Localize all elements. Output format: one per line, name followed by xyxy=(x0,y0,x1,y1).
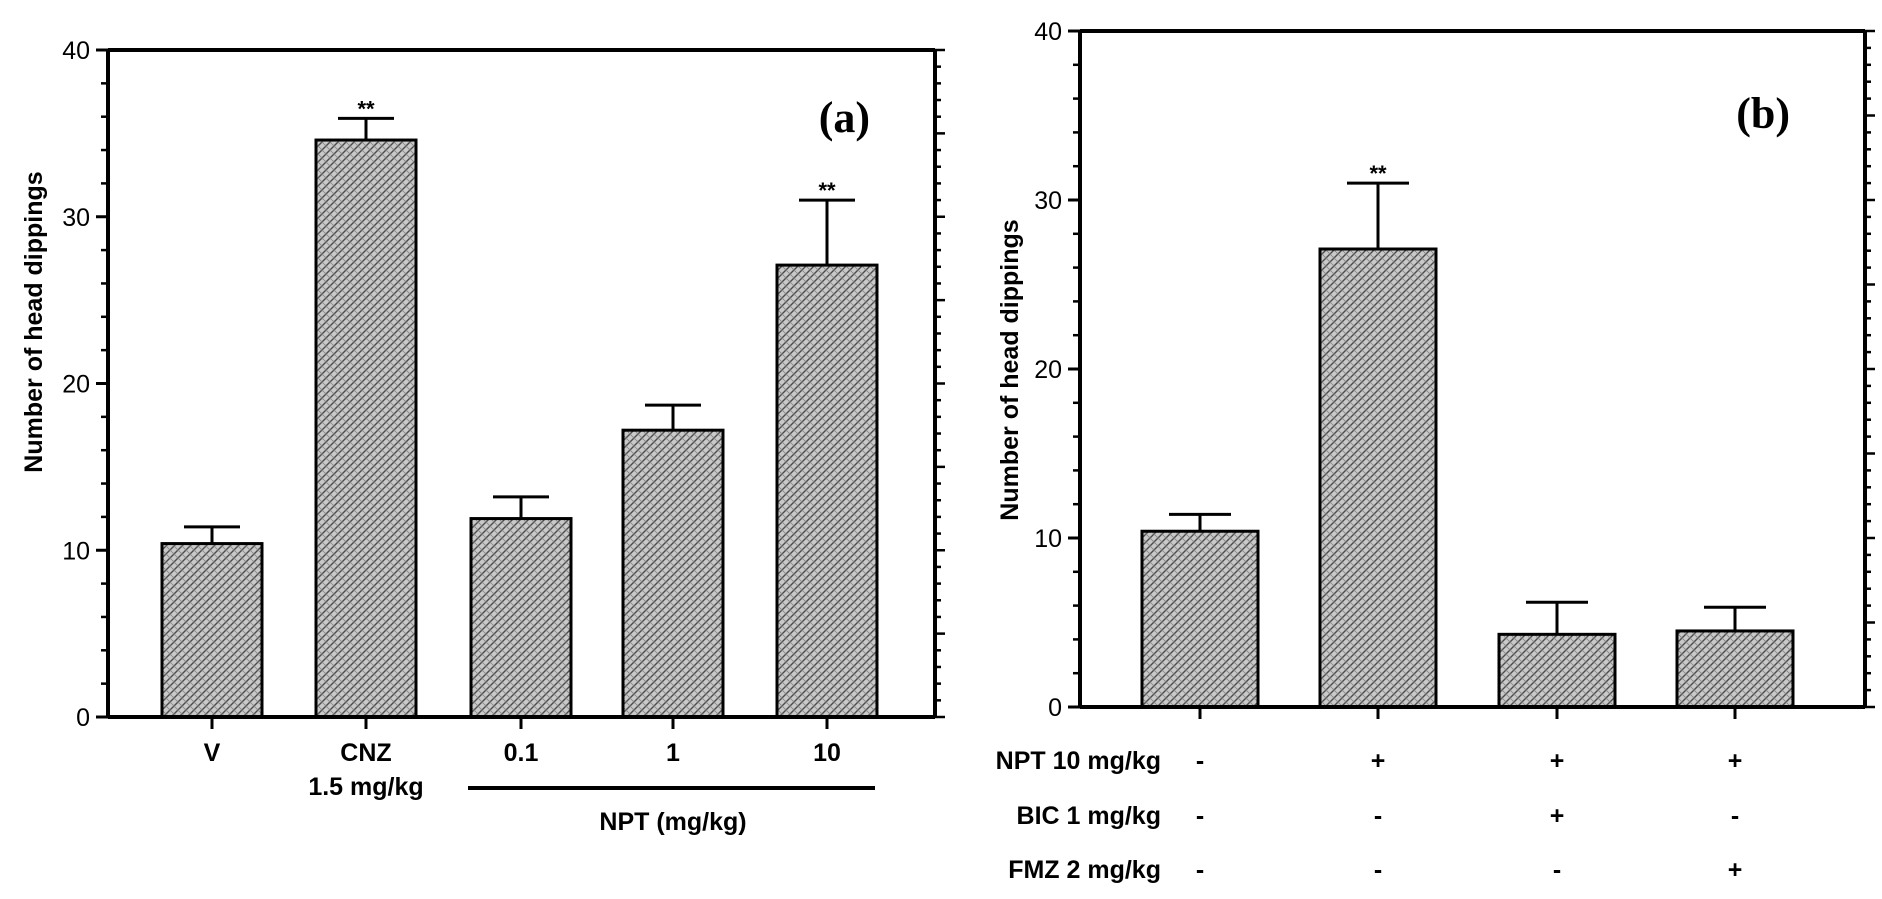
x-tick-label: 10 xyxy=(813,739,841,767)
y-tick-label: 40 xyxy=(62,37,90,65)
treatment-sign: + xyxy=(1728,856,1743,884)
x-tick-label: CNZ xyxy=(340,739,391,767)
significance-marks: ** xyxy=(1369,161,1387,186)
treatment-sign: - xyxy=(1196,856,1204,884)
significance-label: ** xyxy=(818,178,836,203)
treatment-sign: + xyxy=(1371,747,1386,775)
y-tick-label: 40 xyxy=(1034,18,1062,46)
treatment-sign: - xyxy=(1374,802,1382,830)
bar xyxy=(1318,247,1438,709)
y-tick-label: 30 xyxy=(1034,187,1062,215)
significance-label: ** xyxy=(1369,161,1387,186)
bar xyxy=(314,138,418,719)
bars xyxy=(160,138,879,719)
bar xyxy=(160,542,264,719)
y-axis-label: Number of head dippings xyxy=(996,219,1024,520)
treatment-sign: + xyxy=(1550,747,1565,775)
chart-a: ** ** 0 10 20 30 40 Number of head dippings (… xyxy=(20,37,945,836)
x-tick-label: 0.1 xyxy=(504,739,539,767)
bar xyxy=(621,428,725,719)
treatment-table: NPT 10 mg/kg - + + + BIC 1 mg/kg - - + - FMZ 2 mg/… xyxy=(996,747,1743,884)
chart-b: ** 0 10 20 30 40 NPT 10 mg/kg - + + + BIC 1 mg/kg… xyxy=(996,18,1875,884)
treatment-sign: - xyxy=(1731,802,1739,830)
group-label: NPT (mg/kg) xyxy=(599,808,746,836)
treatment-sign: - xyxy=(1196,802,1204,830)
treatment-row-label: NPT 10 mg/kg xyxy=(996,747,1161,775)
y-tick-label: 30 xyxy=(62,204,90,232)
axes xyxy=(1078,29,1867,719)
panel-label: (a) xyxy=(819,93,870,142)
axes xyxy=(106,48,937,729)
significance-label: ** xyxy=(357,96,375,121)
error-bars xyxy=(184,116,855,544)
treatment-sign: + xyxy=(1550,802,1565,830)
error-bars xyxy=(1169,181,1766,635)
y-axis-label: Number of head dippings xyxy=(20,171,48,472)
y-tick-label: 20 xyxy=(1034,356,1062,384)
bar xyxy=(775,263,879,719)
treatment-sign: - xyxy=(1374,856,1382,884)
y-tick-label: 20 xyxy=(62,371,90,399)
x-tick-labels: V CNZ 1.5 mg/kg 0.1 1 10 xyxy=(204,739,841,801)
bars xyxy=(1140,247,1795,709)
treatment-row-label: FMZ 2 mg/kg xyxy=(1008,856,1161,884)
y-ticks: 0 10 20 30 40 xyxy=(62,37,945,732)
y-tick-label: 0 xyxy=(76,704,90,732)
bar xyxy=(1497,632,1617,709)
x-tick-label: 1 xyxy=(666,739,680,767)
bar xyxy=(1140,529,1260,709)
treatment-sign: + xyxy=(1728,747,1743,775)
bar xyxy=(469,517,573,719)
panel-label: (b) xyxy=(1736,89,1790,138)
treatment-sign: - xyxy=(1196,747,1204,775)
treatment-row-label: BIC 1 mg/kg xyxy=(1017,802,1161,830)
y-tick-label: 10 xyxy=(62,537,90,565)
treatment-sign: - xyxy=(1553,856,1561,884)
y-tick-label: 0 xyxy=(1048,694,1062,722)
bar xyxy=(1675,629,1795,709)
y-tick-label: 10 xyxy=(1034,525,1062,553)
x-tick-label: V xyxy=(204,739,221,767)
x-tick-sublabel: 1.5 mg/kg xyxy=(308,773,423,801)
significance-marks: ** ** xyxy=(357,96,836,203)
